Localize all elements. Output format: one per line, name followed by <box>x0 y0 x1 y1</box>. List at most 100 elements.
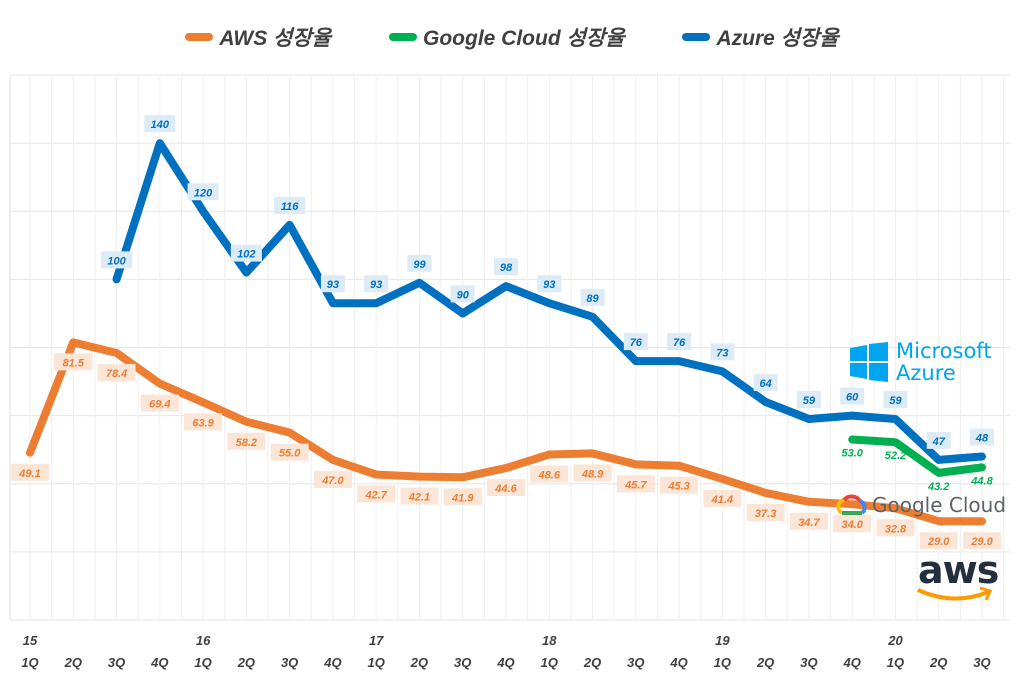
data-label-bg <box>270 443 309 461</box>
data-label-bg <box>274 196 306 214</box>
x-tick-label: 3Q <box>281 655 298 670</box>
data-label: 48.6 <box>538 469 561 481</box>
data-label-bg <box>313 470 352 488</box>
data-label-bg <box>144 115 176 133</box>
data-label-bg <box>840 387 865 405</box>
data-label: 49.1 <box>18 468 40 480</box>
x-tick-label: 1Q <box>194 655 211 670</box>
data-label-bg <box>537 275 562 293</box>
x-tick-label: 1Q <box>887 655 904 670</box>
x-tick-label: 4Q <box>496 655 514 670</box>
x-tick-label: 2Q <box>929 655 947 670</box>
google-cloud-logo-text: Google Cloud <box>872 493 1007 517</box>
legend-label-google: Google Cloud 성장율 <box>423 27 625 50</box>
data-label: 52.2 <box>885 450 906 462</box>
x-year-label: 20 <box>887 633 903 648</box>
data-label: 63.9 <box>192 417 214 429</box>
x-tick-label: 2Q <box>237 655 255 670</box>
data-label-bg <box>450 285 475 303</box>
data-label-bg <box>703 489 742 507</box>
data-label-bg <box>54 353 93 371</box>
x-year-label: 19 <box>715 633 730 648</box>
data-label-bg <box>11 463 49 481</box>
data-label: 59 <box>803 395 816 407</box>
windows-icon <box>850 342 888 382</box>
legend-label-azure: Azure 성장율 <box>716 27 839 50</box>
data-label-bg <box>400 487 439 505</box>
data-label: 34.0 <box>841 519 863 531</box>
data-label: 47.0 <box>321 475 344 487</box>
data-label: 93 <box>327 279 339 291</box>
data-label-bg <box>616 475 655 493</box>
data-label: 53.0 <box>841 447 863 459</box>
data-label: 34.7 <box>798 517 820 529</box>
x-tick-label: 2Q <box>756 655 774 670</box>
data-label: 93 <box>543 279 555 291</box>
series-line-aws <box>26 338 986 526</box>
data-label-bg <box>876 519 915 537</box>
x-tick-label: 3Q <box>108 655 125 670</box>
data-label-bg <box>487 479 525 497</box>
aws-logo: aws <box>917 548 999 601</box>
data-label-bg <box>573 464 612 482</box>
google-cloud-logo: Google Cloud <box>836 494 1006 516</box>
data-label-bg <box>796 391 821 409</box>
data-label-bg <box>320 275 345 293</box>
data-label-bg <box>364 275 389 293</box>
data-label: 29.0 <box>927 536 950 548</box>
data-label-bg <box>227 432 266 450</box>
x-tick-label: 2Q <box>410 655 428 670</box>
x-tick-label: 4Q <box>669 655 687 670</box>
data-label: 59 <box>889 395 902 407</box>
data-label: 45.7 <box>624 479 647 491</box>
legend-item-azure: Azure 성장율 <box>682 22 839 52</box>
data-label: 42.7 <box>364 490 387 502</box>
google-cloud-icon <box>836 494 867 515</box>
data-label: 76 <box>630 337 643 349</box>
data-label: 58.2 <box>236 437 257 449</box>
data-label-bg <box>919 532 958 550</box>
data-label: 116 <box>281 201 299 213</box>
data-label: 90 <box>457 289 470 301</box>
data-label-bg <box>140 394 179 412</box>
data-label: 48.9 <box>581 468 604 480</box>
data-label-bg <box>667 333 692 351</box>
data-label-bg <box>970 428 994 446</box>
data-label: 69.4 <box>149 399 170 411</box>
x-tick-label: 4Q <box>843 655 861 670</box>
data-label-bg <box>926 431 951 449</box>
x-tick-label: 1Q <box>21 655 38 670</box>
legend-item-google: Google Cloud 성장율 <box>389 22 624 52</box>
data-label-bg <box>407 254 432 272</box>
x-tick-label: 2Q <box>64 655 82 670</box>
data-label: 99 <box>413 259 426 271</box>
x-tick-label: 2Q <box>583 655 601 670</box>
data-label: 64 <box>760 378 772 390</box>
data-label: 78.4 <box>106 368 127 380</box>
data-label: 42.1 <box>408 492 430 504</box>
azure-logo-line2: Azure <box>896 361 956 385</box>
data-label: 41.9 <box>451 492 474 504</box>
data-label-bg <box>833 515 872 533</box>
data-label: 32.8 <box>885 523 907 535</box>
legend: AWS 성장율 Google Cloud 성장율 Azure 성장율 <box>0 22 1024 52</box>
aws-logo-text: aws <box>918 548 999 592</box>
data-label: 140 <box>151 119 170 131</box>
data-label-bg <box>443 488 482 506</box>
azure-logo-line1: Microsoft <box>896 339 992 363</box>
series-line-google <box>848 435 986 477</box>
x-tick-label: 1Q <box>368 655 385 670</box>
legend-label-aws: AWS 성장율 <box>219 27 332 50</box>
data-label-bg <box>623 333 648 351</box>
x-year-label: 17 <box>369 633 384 648</box>
legend-swatch-azure <box>682 33 711 41</box>
data-label: 44.8 <box>970 475 993 487</box>
data-label: 89 <box>586 293 599 305</box>
microsoft-azure-logo: Microsoft Azure <box>850 340 992 384</box>
data-label-bg <box>753 374 778 391</box>
data-label-bg <box>963 532 1001 550</box>
data-label: 41.4 <box>711 494 733 506</box>
data-label: 43.2 <box>927 481 949 493</box>
x-year-label: 16 <box>196 633 211 648</box>
